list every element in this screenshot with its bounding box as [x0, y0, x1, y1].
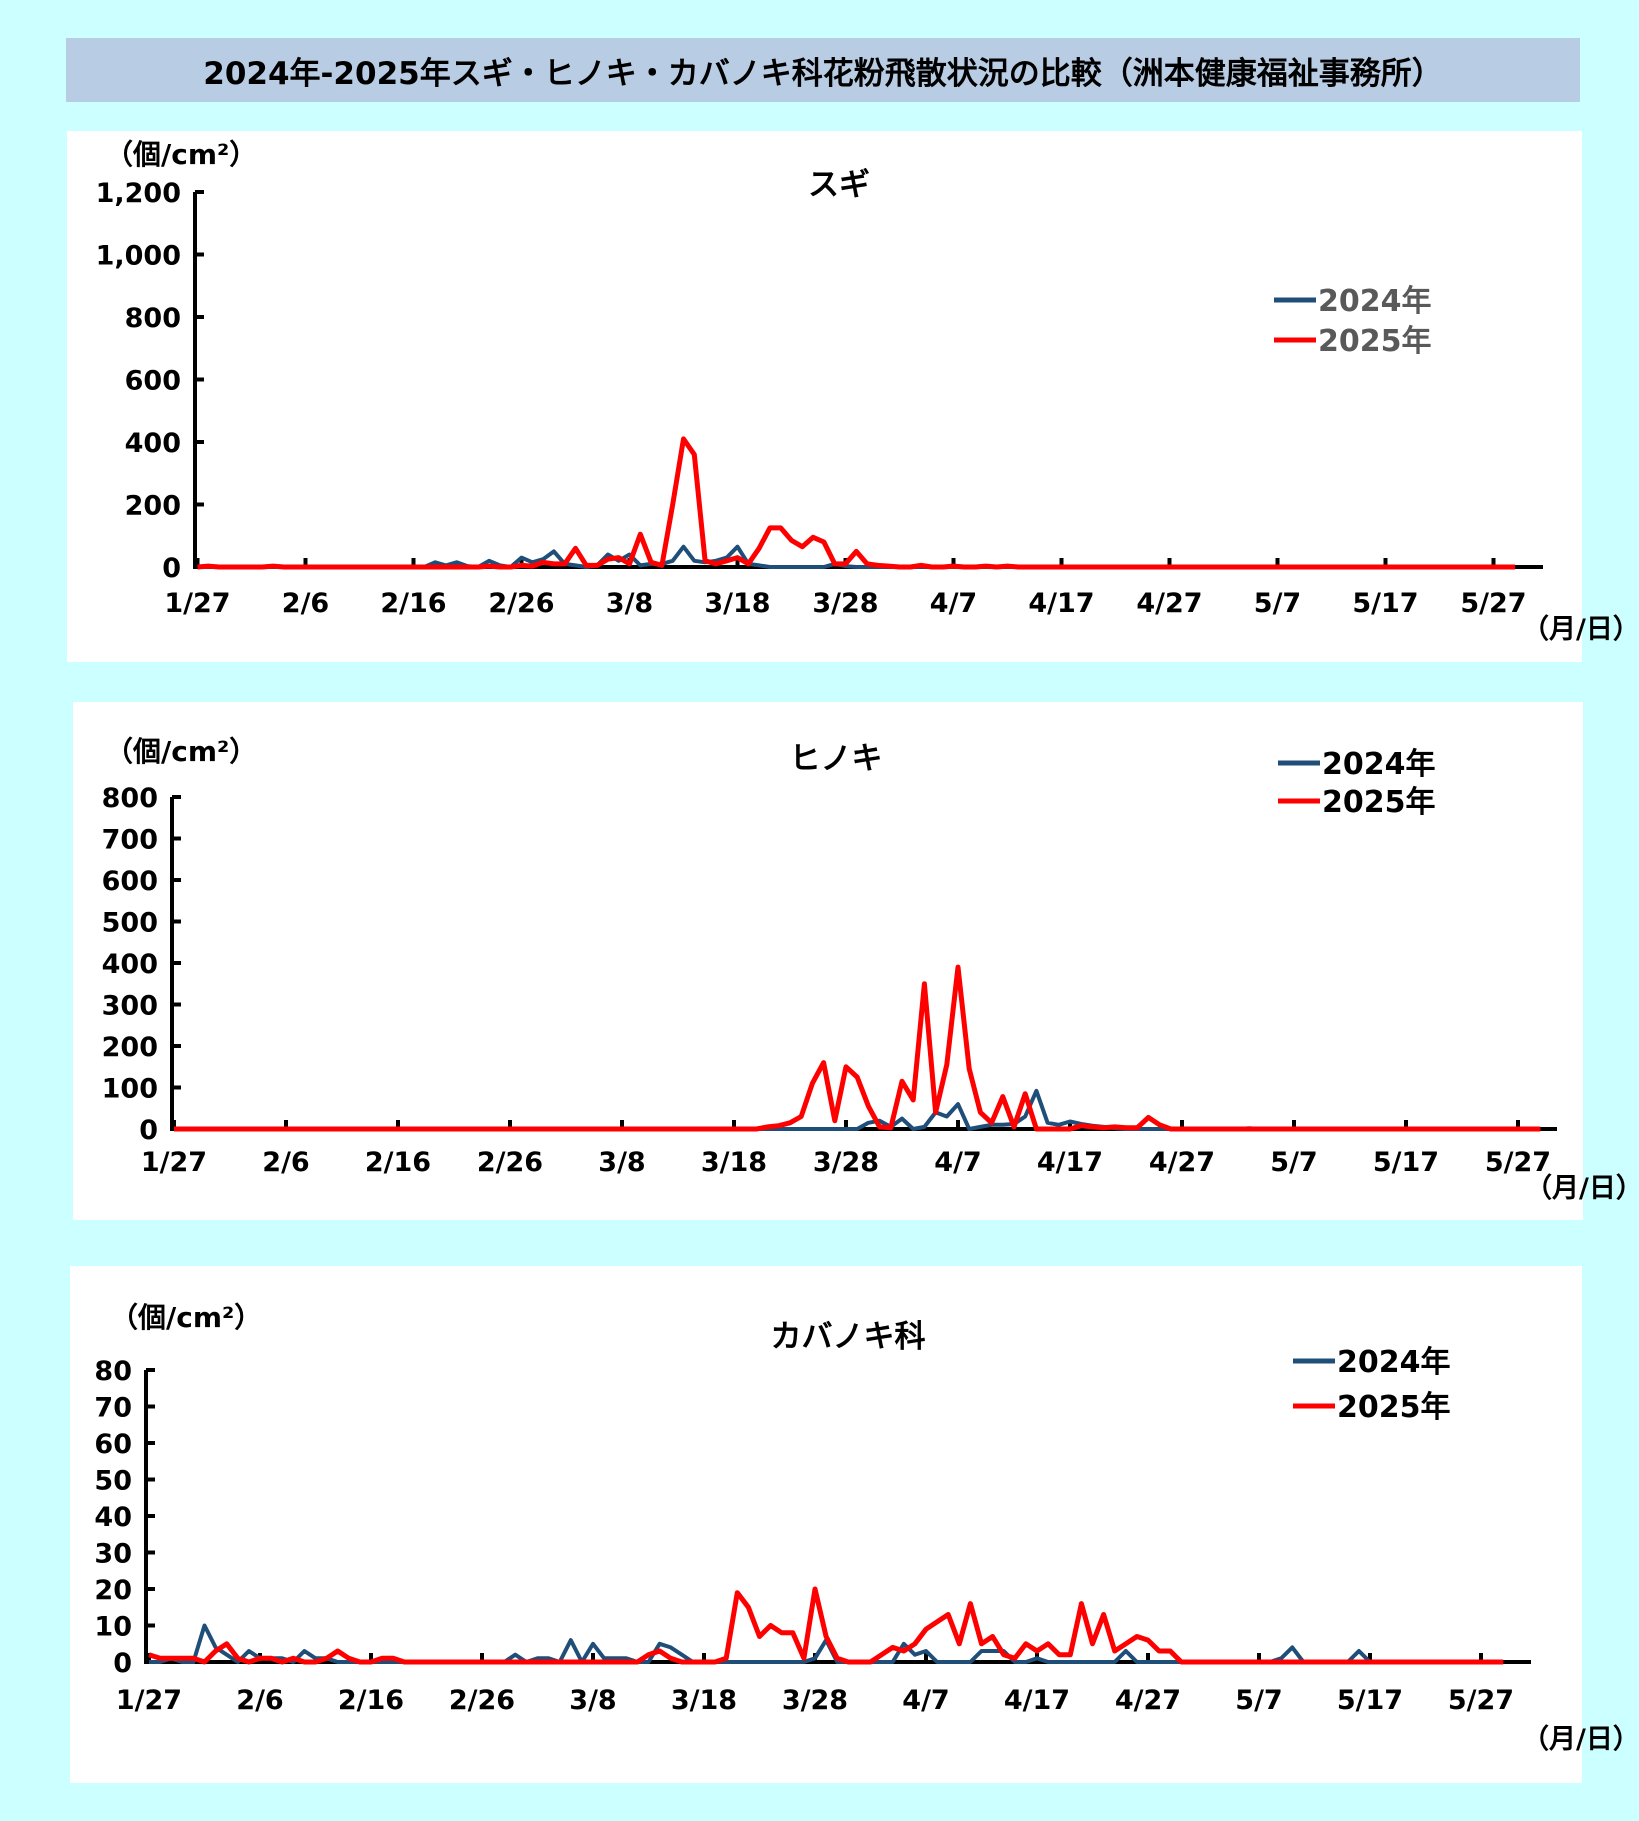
- legend-label-2024: 2024年: [1318, 284, 1432, 319]
- y-tick-label: 600: [125, 366, 181, 397]
- x-tick-label: 2/16: [380, 588, 446, 619]
- chart-panel-hinoki: [73, 702, 1583, 1220]
- series-line-2025: [197, 436, 1516, 570]
- x-axis-unit-label: （月/日）: [1522, 614, 1639, 645]
- x-tick-label: 3/8: [606, 588, 653, 619]
- series-line-2024: [174, 1088, 1541, 1131]
- legend-label-2024: 2024年: [1322, 747, 1436, 782]
- x-tick-label: 5/17: [1337, 1685, 1403, 1716]
- y-tick-label: 80: [94, 1356, 132, 1387]
- x-tick-label: 1/27: [141, 1147, 207, 1178]
- y-tick-label: 1,000: [96, 241, 181, 272]
- x-tick-label: 4/27: [1149, 1147, 1215, 1178]
- y-tick-label: 0: [113, 1648, 132, 1679]
- y-tick-label: 0: [162, 553, 181, 584]
- y-tick-label: 300: [102, 991, 158, 1022]
- x-tick-label: 2/16: [365, 1147, 431, 1178]
- x-tick-label: 2/6: [262, 1147, 309, 1178]
- y-tick-label: 200: [102, 1032, 158, 1063]
- x-tick-label: 5/17: [1373, 1147, 1439, 1178]
- x-tick-label: 1/27: [116, 1685, 182, 1716]
- x-tick-label: 5/7: [1235, 1685, 1282, 1716]
- x-tick-label: 3/8: [598, 1147, 645, 1178]
- legend-label-2025: 2025年: [1322, 785, 1436, 820]
- x-tick-label: 5/7: [1270, 1147, 1317, 1178]
- y-axis-unit-label: （個/cm²）: [110, 1301, 262, 1334]
- x-tick-label: 5/27: [1485, 1147, 1551, 1178]
- x-tick-label: 5/27: [1448, 1685, 1514, 1716]
- y-tick-label: 1,200: [96, 178, 181, 209]
- y-tick-label: 500: [102, 908, 158, 939]
- x-tick-label: 4/7: [902, 1685, 949, 1716]
- legend-label-2025: 2025年: [1318, 324, 1432, 359]
- y-axis-unit-label: （個/cm²）: [105, 735, 257, 768]
- x-tick-label: 4/7: [934, 1147, 981, 1178]
- y-tick-label: 400: [125, 428, 181, 459]
- y-tick-label: 70: [94, 1393, 132, 1424]
- series-line-2025: [148, 1586, 1504, 1665]
- x-tick-label: 2/6: [236, 1685, 283, 1716]
- chart-title: スギ: [808, 167, 870, 203]
- y-tick-label: 30: [94, 1539, 132, 1570]
- page-title: 2024年-2025年スギ・ヒノキ・カバノキ科花粉飛散状況の比較（洲本健康福祉事…: [66, 38, 1580, 102]
- y-tick-label: 600: [102, 866, 158, 897]
- x-tick-label: 2/6: [282, 588, 329, 619]
- legend-label-2025: 2025年: [1337, 1390, 1451, 1425]
- x-tick-label: 4/17: [1028, 588, 1094, 619]
- y-tick-label: 700: [102, 825, 158, 856]
- y-tick-label: 800: [102, 783, 158, 814]
- x-tick-label: 3/28: [813, 1147, 879, 1178]
- chart-title: カバノキ科: [771, 1319, 926, 1355]
- x-tick-label: 2/26: [449, 1685, 515, 1716]
- x-tick-label: 1/27: [164, 588, 230, 619]
- x-tick-label: 2/26: [488, 588, 554, 619]
- series-line-2025: [174, 964, 1541, 1132]
- y-tick-label: 50: [94, 1466, 132, 1497]
- x-tick-label: 3/18: [704, 588, 770, 619]
- x-tick-label: 3/28: [782, 1685, 848, 1716]
- chart-panel-kabanoki: [70, 1266, 1582, 1783]
- y-tick-label: 800: [125, 303, 181, 334]
- x-tick-label: 5/7: [1254, 588, 1301, 619]
- y-tick-label: 20: [94, 1575, 132, 1606]
- x-tick-label: 4/27: [1115, 1685, 1181, 1716]
- x-axis-unit-label: （月/日）: [1525, 1173, 1639, 1204]
- x-tick-label: 4/7: [930, 588, 977, 619]
- x-tick-label: 4/17: [1004, 1685, 1070, 1716]
- x-tick-label: 2/16: [338, 1685, 404, 1716]
- y-tick-label: 0: [139, 1115, 158, 1146]
- x-tick-label: 4/17: [1037, 1147, 1103, 1178]
- x-tick-label: 3/18: [671, 1685, 737, 1716]
- x-tick-label: 3/18: [701, 1147, 767, 1178]
- y-tick-label: 10: [94, 1612, 132, 1643]
- x-tick-label: 3/28: [812, 588, 878, 619]
- x-tick-label: 5/17: [1352, 588, 1418, 619]
- x-tick-label: 4/27: [1136, 588, 1202, 619]
- y-tick-label: 40: [94, 1502, 132, 1533]
- y-tick-label: 200: [125, 491, 181, 522]
- y-tick-label: 60: [94, 1429, 132, 1460]
- x-tick-label: 5/27: [1460, 588, 1526, 619]
- chart-title: ヒノキ: [790, 741, 883, 777]
- x-axis-unit-label: （月/日）: [1522, 1724, 1639, 1755]
- y-axis-unit-label: （個/cm²）: [105, 138, 257, 171]
- y-tick-label: 100: [102, 1074, 158, 1105]
- x-tick-label: 2/26: [477, 1147, 543, 1178]
- legend-label-2024: 2024年: [1337, 1345, 1451, 1380]
- y-tick-label: 400: [102, 949, 158, 980]
- x-tick-label: 3/8: [569, 1685, 616, 1716]
- chart-panel-sugi: [67, 131, 1582, 662]
